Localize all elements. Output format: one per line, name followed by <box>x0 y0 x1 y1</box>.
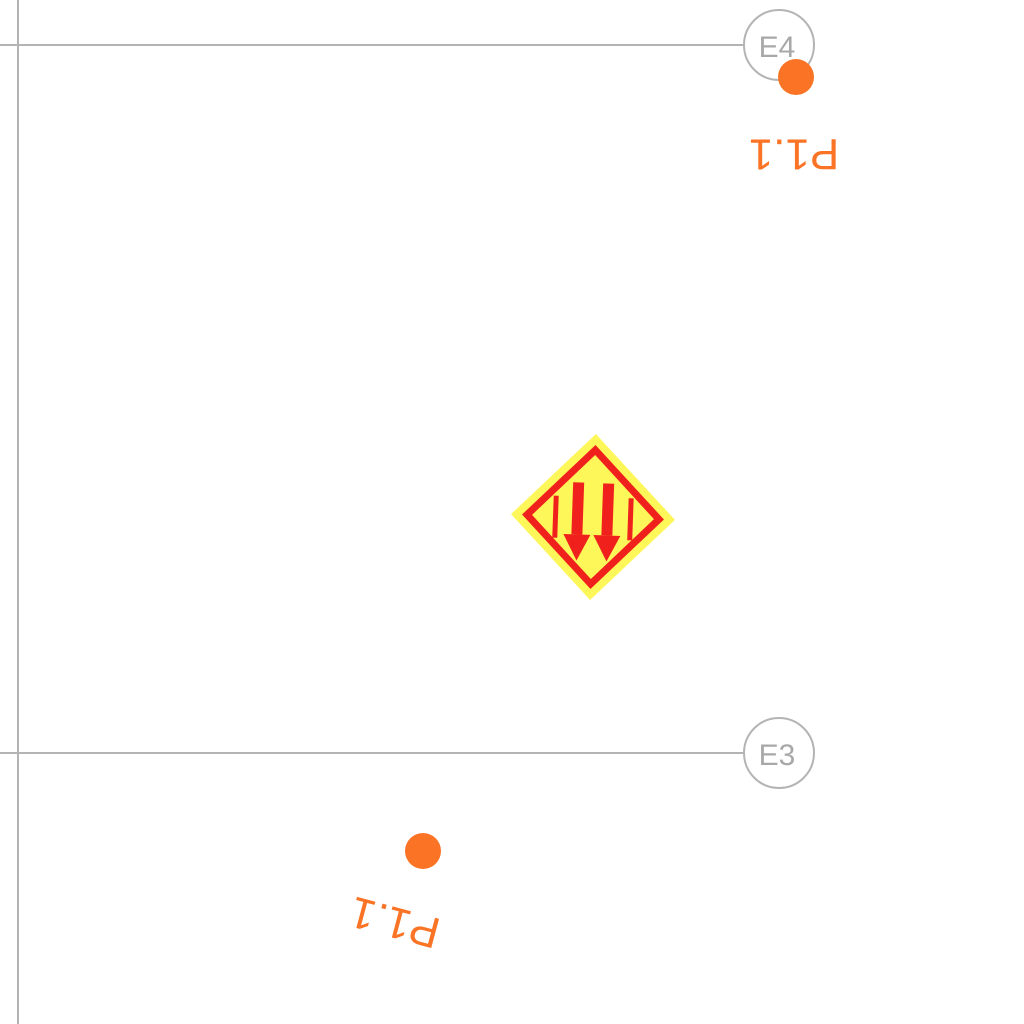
grid-bubble-e3 <box>743 717 815 789</box>
sign-arrow-left-head <box>563 533 591 561</box>
point-marker-1[interactable]: P1.1 <box>749 59 840 179</box>
sign-arrow-right-head <box>593 535 621 562</box>
sign-side-bar-left <box>552 495 559 538</box>
point-dot-icon[interactable] <box>405 833 441 869</box>
sign-arrow-left-shaft <box>571 482 585 535</box>
grid-label-e3: E3 <box>759 739 796 772</box>
sign-arrow-right-shaft <box>601 483 615 536</box>
grid-label-e4: E4 <box>759 31 796 64</box>
point-label-1: P1.1 <box>749 130 840 179</box>
grid-line-e3: E3 <box>0 717 815 789</box>
point-dot-icon[interactable] <box>778 59 814 95</box>
sign-side-bar-right <box>627 498 634 541</box>
sign-center-diamond <box>532 455 654 579</box>
hazard-diamond-double-down-arrow-icon[interactable] <box>508 431 678 603</box>
